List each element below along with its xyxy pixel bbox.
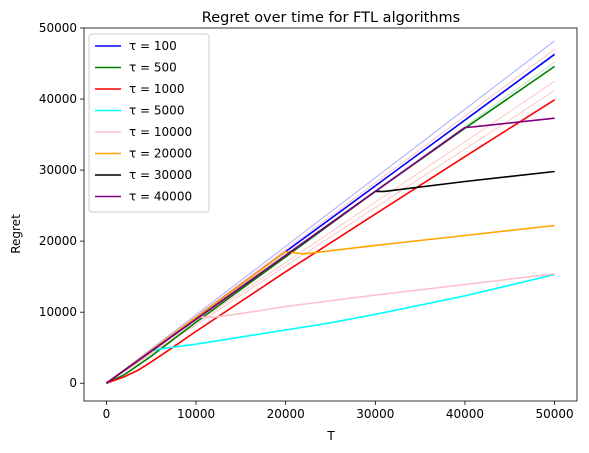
series-line-1000 [106,99,556,384]
legend-label-1000: τ = 1000 [129,82,184,96]
y-tick-label: 30000 [39,163,77,177]
y-tick-label: 0 [69,376,77,390]
legend: τ = 100 τ = 500 τ = 1000 τ = 5000 τ = 10000 τ… [88,33,210,213]
series-line-20000 [105,224,555,384]
x-tick-label: 10000 [177,407,215,421]
x-tick-label: 20000 [267,407,305,421]
legend-label-500: τ = 500 [129,61,177,75]
y-tick-label: 40000 [39,92,77,106]
legend-label-100: τ = 100 [129,39,177,53]
faint-line-1 [106,40,555,384]
x-tick-label: 50000 [535,407,573,421]
y-tick-label: 10000 [39,305,77,319]
legend-label-5000: τ = 5000 [129,104,184,118]
legend-label-30000: τ = 30000 [129,168,192,182]
axes-frame [83,27,578,402]
y-axis-ticks: 0 10000 20000 30000 40000 50000 [39,21,84,390]
legend-label-10000: τ = 10000 [129,125,192,139]
x-tick-label: 0 [103,407,111,421]
x-axis-ticks: 0 10000 20000 30000 40000 50000 [103,401,574,421]
chart-title: Regret over time for FTL algorithms [202,10,460,26]
y-tick-label: 20000 [39,234,77,248]
series-line-5000 [105,273,555,384]
y-axis-label: Regret [9,214,23,254]
x-tick-label: 40000 [446,407,484,421]
legend-label-40000: τ = 40000 [129,190,192,204]
series-line-40000 [105,117,555,384]
y-tick-label: 50000 [39,21,77,35]
x-axis-label: T [326,429,335,443]
series-lines [105,53,556,384]
legend-box [88,33,210,213]
x-tick-label: 30000 [356,407,394,421]
legend-label-20000: τ = 20000 [129,147,192,161]
